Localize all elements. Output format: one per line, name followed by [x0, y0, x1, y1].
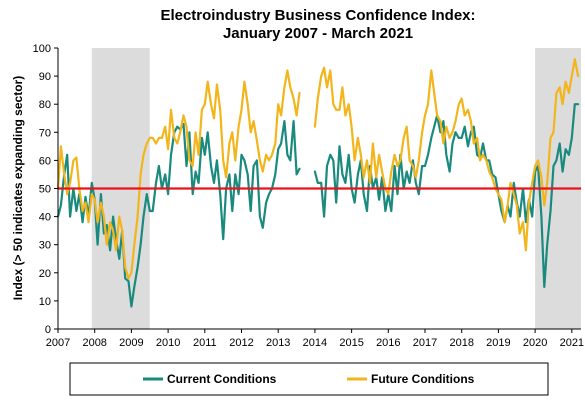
legend-label-current-conditions: Current Conditions — [167, 372, 277, 386]
y-tick-label: 10 — [39, 296, 51, 308]
x-tick-label: 2007 — [46, 337, 70, 349]
x-tick-label: 2014 — [303, 337, 327, 349]
y-tick-label: 20 — [39, 268, 51, 280]
x-tick-label: 2011 — [193, 337, 217, 349]
legend-label-future-conditions: Future Conditions — [371, 372, 475, 386]
x-tick-label: 2021 — [560, 337, 584, 349]
x-tick-label: 2018 — [449, 337, 473, 349]
x-tick-label: 2009 — [119, 337, 143, 349]
y-tick-label: 90 — [39, 71, 51, 83]
x-tick-label: 2020 — [523, 337, 547, 349]
x-tick-label: 2012 — [229, 337, 253, 349]
x-tick-label: 2013 — [266, 337, 290, 349]
series-line-current-conditions — [56, 103, 580, 308]
x-tick-label: 2019 — [486, 337, 510, 349]
y-tick-labels: 0 10 20 30 40 50 60 70 80 90 100 — [33, 43, 58, 336]
legend: Current Conditions Future Conditions — [69, 362, 549, 396]
x-tick-label: 2008 — [82, 337, 106, 349]
y-tick-label: 80 — [39, 99, 51, 111]
x-tick-label: 2016 — [376, 337, 400, 349]
y-tick-label: 30 — [39, 240, 51, 252]
chart-title-line-2: January 2007 - March 2021 — [223, 25, 413, 42]
x-tick-labels: 2007 2008 2009 2010 2011 2012 2013 2014 2015 2016… — [46, 329, 584, 349]
legend-box — [69, 362, 549, 396]
y-axis-label: Index (> 50 indicates expanding sector) — [11, 76, 25, 300]
x-tick-label: 2017 — [413, 337, 437, 349]
chart-title-line-1: Electroindustry Business Confidence Inde… — [160, 7, 475, 24]
y-tick-label: 60 — [39, 155, 51, 167]
y-tick-label: 40 — [39, 212, 51, 224]
y-tick-label: 50 — [39, 184, 51, 196]
y-tick-label: 0 — [45, 324, 51, 336]
x-tick-label: 2015 — [339, 337, 363, 349]
y-tick-label: 100 — [33, 43, 51, 55]
series-line-future-conditions — [56, 58, 580, 280]
y-tick-label: 70 — [39, 127, 51, 139]
x-tick-label: 2010 — [156, 337, 180, 349]
series-lines — [56, 58, 580, 308]
